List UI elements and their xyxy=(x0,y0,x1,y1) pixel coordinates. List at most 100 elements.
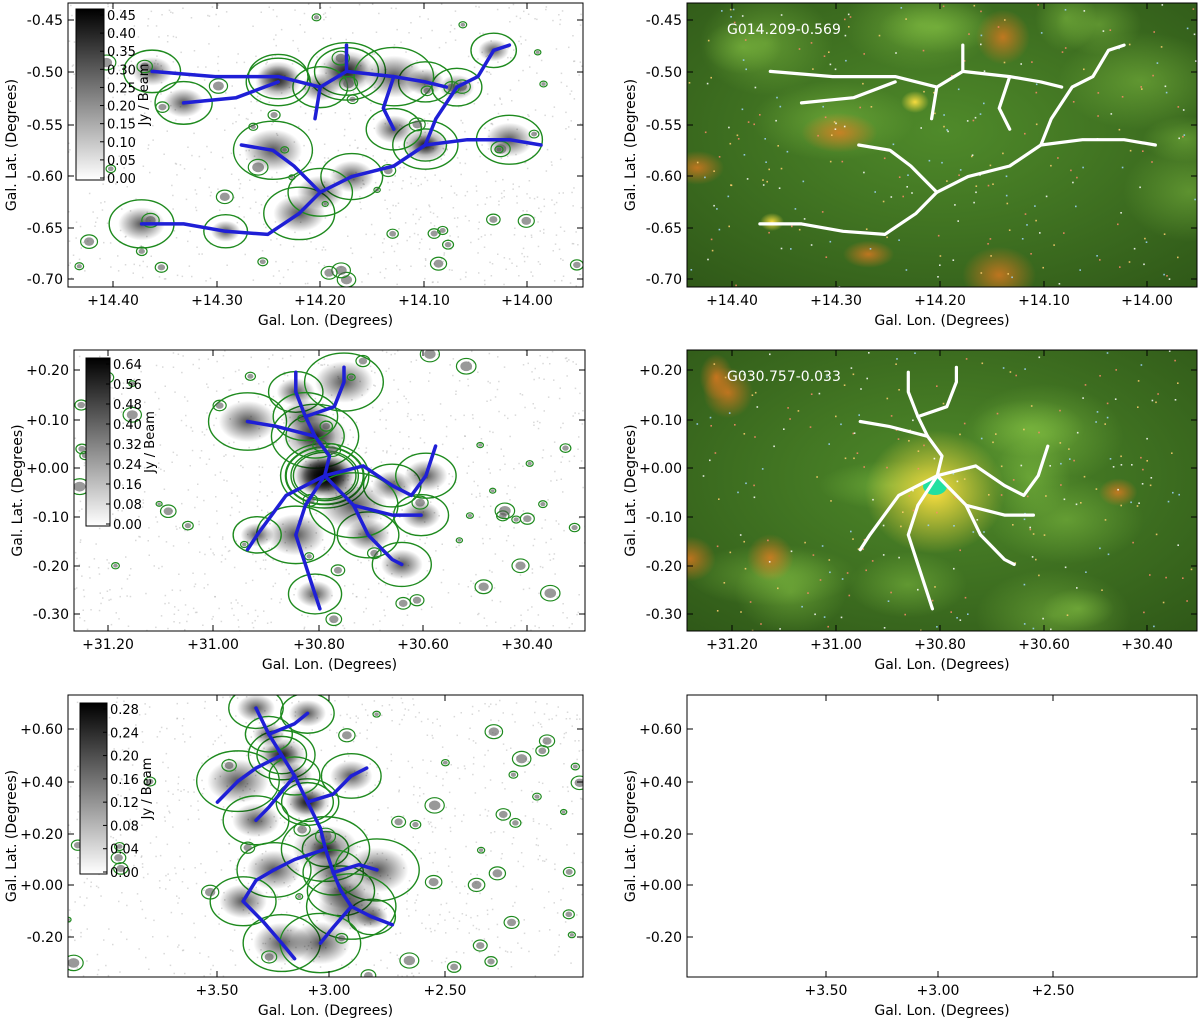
noise-speck xyxy=(545,170,548,172)
noise-speck xyxy=(412,698,414,700)
noise-speck xyxy=(135,830,138,832)
noise-speck xyxy=(388,925,391,927)
noise-speck xyxy=(417,185,420,187)
noise-speck xyxy=(230,602,232,604)
noise-speck xyxy=(213,444,215,446)
contour-line xyxy=(280,695,335,734)
noise-speck xyxy=(193,791,195,793)
star xyxy=(736,134,739,137)
noise-speck xyxy=(165,888,167,890)
noise-speck xyxy=(75,221,78,223)
noise-speck xyxy=(483,246,486,248)
contour-line xyxy=(288,174,296,181)
noise-speck xyxy=(543,906,546,909)
noise-speck xyxy=(383,577,385,580)
noise-speck xyxy=(273,443,275,445)
noise-speck xyxy=(566,375,568,377)
noise-speck xyxy=(383,277,386,279)
noise-speck xyxy=(445,41,447,44)
star xyxy=(1050,628,1052,631)
star xyxy=(1096,255,1098,257)
star xyxy=(1063,232,1065,234)
star xyxy=(814,613,816,616)
noise-speck xyxy=(275,260,277,263)
noise-speck xyxy=(432,281,434,283)
star xyxy=(872,498,874,501)
noise-speck xyxy=(276,181,278,183)
noise-speck xyxy=(86,960,88,962)
noise-speck xyxy=(363,828,366,831)
emission-clump xyxy=(264,953,274,961)
emission-clump xyxy=(77,401,85,409)
noise-speck xyxy=(431,281,434,284)
star xyxy=(968,33,970,35)
colorbar-tick-label: 0.24 xyxy=(113,458,142,473)
noise-speck xyxy=(422,793,425,795)
star xyxy=(907,174,909,176)
noise-speck xyxy=(218,607,220,610)
noise-speck xyxy=(575,231,577,233)
contour-line xyxy=(372,710,381,718)
contour-line xyxy=(517,213,535,228)
noise-speck xyxy=(553,441,556,443)
noise-speck xyxy=(275,34,277,36)
noise-speck xyxy=(164,602,166,605)
noise-speck xyxy=(101,209,104,211)
noise-speck xyxy=(166,130,168,132)
noise-speck xyxy=(411,766,413,769)
noise-speck xyxy=(256,505,259,508)
noise-speck xyxy=(388,367,390,370)
noise-speck xyxy=(117,270,120,272)
noise-speck xyxy=(502,743,505,745)
star xyxy=(975,191,977,194)
star xyxy=(1064,47,1067,49)
star xyxy=(1076,587,1078,589)
noise-speck xyxy=(169,964,172,967)
noise-speck xyxy=(194,583,197,585)
x-tick-label: +14.20 xyxy=(914,293,966,309)
noise-speck xyxy=(124,387,126,389)
emission-clump xyxy=(443,760,448,765)
noise-speck xyxy=(139,264,141,267)
noise-speck xyxy=(539,421,541,424)
noise-speck xyxy=(375,31,378,33)
noise-speck xyxy=(107,77,110,79)
emission-clump xyxy=(478,443,483,447)
noise-speck xyxy=(545,858,548,861)
noise-speck xyxy=(238,114,240,116)
noise-speck xyxy=(113,67,116,69)
contour-line xyxy=(508,770,519,779)
emission-clump xyxy=(471,880,482,889)
noise-speck xyxy=(409,532,411,534)
noise-speck xyxy=(203,788,205,790)
emission-clump xyxy=(573,261,581,269)
star xyxy=(754,391,757,394)
noise-speck xyxy=(322,13,325,16)
noise-speck xyxy=(403,395,405,397)
noise-speck xyxy=(470,873,472,875)
noise-speck xyxy=(477,484,479,487)
star xyxy=(744,39,747,41)
noise-speck xyxy=(570,120,572,122)
noise-speck xyxy=(237,858,239,861)
noise-speck xyxy=(483,617,486,619)
star xyxy=(812,68,814,70)
noise-speck xyxy=(398,790,400,793)
star xyxy=(850,530,852,533)
noise-speck xyxy=(482,32,484,35)
contour-line xyxy=(411,495,429,510)
noise-speck xyxy=(196,611,198,614)
skeleton-branch xyxy=(294,370,332,478)
star xyxy=(819,579,822,581)
noise-speck xyxy=(352,592,354,595)
noise-speck xyxy=(546,703,548,705)
star xyxy=(728,412,731,414)
star xyxy=(714,452,717,454)
noise-speck xyxy=(365,451,368,453)
noise-speck xyxy=(141,119,144,121)
star xyxy=(746,178,749,180)
noise-speck xyxy=(383,609,385,611)
noise-speck xyxy=(97,886,100,889)
noise-speck xyxy=(99,592,101,594)
noise-speck xyxy=(450,24,452,27)
